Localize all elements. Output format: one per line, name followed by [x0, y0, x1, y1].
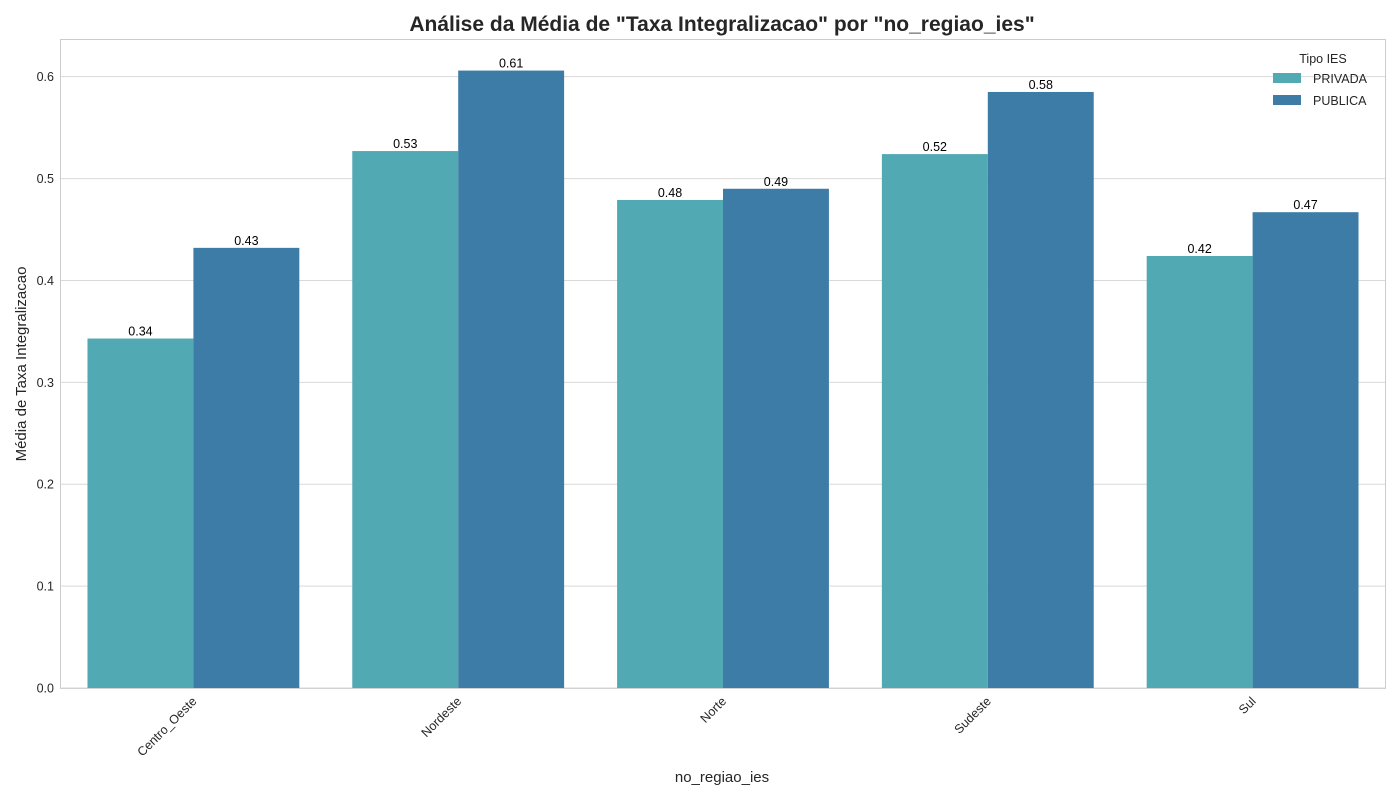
y-tick-label: 0.3 — [37, 376, 54, 390]
y-tick-label: 0.6 — [37, 70, 54, 84]
data-labels: 0.34 0.53 0.48 0.52 0.42 0.43 0.61 0.49 0.58 0.47 — [128, 57, 1317, 339]
data-label: 0.49 — [764, 175, 788, 189]
bar-privada-centro_oeste — [87, 338, 194, 688]
data-label: 0.58 — [1029, 78, 1053, 92]
x-tick-label: Centro_Oeste — [135, 694, 200, 759]
bar-publica-sul — [1252, 212, 1359, 689]
chart-title: Análise da Média de "Taxa Integralizacao… — [409, 13, 1034, 36]
legend-label-privada: PRIVADA — [1313, 72, 1368, 86]
data-label: 0.42 — [1187, 242, 1211, 256]
legend-swatch-publica — [1273, 95, 1301, 105]
x-tick-label: Sul — [1236, 694, 1259, 717]
bar-privada-sudeste — [881, 154, 988, 688]
x-axis-label: no_regiao_ies — [675, 769, 769, 786]
y-tick-label: 0.5 — [37, 172, 54, 186]
x-tick-label: Sudeste — [952, 694, 994, 736]
y-tick-label: 0.1 — [37, 580, 54, 594]
data-label: 0.34 — [128, 325, 152, 339]
data-label: 0.61 — [499, 57, 523, 71]
data-label: 0.48 — [658, 186, 682, 200]
x-tick-label: Nordeste — [419, 694, 465, 740]
legend-swatch-privada — [1273, 73, 1301, 83]
bar-publica-nordeste — [458, 70, 565, 688]
x-tick-label: Norte — [698, 694, 730, 726]
y-tick-label: 0.2 — [37, 478, 54, 492]
y-axis-label: Média de Taxa Integralizacao — [13, 267, 30, 462]
bar-publica-norte — [723, 188, 829, 689]
y-tick-label: 0.0 — [37, 682, 54, 696]
bar-privada-norte — [617, 199, 723, 688]
bars — [87, 70, 1359, 689]
legend-label-publica: PUBLICA — [1313, 94, 1367, 108]
bar-privada-sul — [1146, 256, 1253, 688]
bar-publica-sudeste — [987, 91, 1094, 688]
bar-publica-centro_oeste — [193, 247, 300, 688]
data-label: 0.43 — [234, 234, 258, 248]
data-label: 0.53 — [393, 137, 417, 151]
legend: Tipo IES PRIVADA PUBLICA — [1273, 52, 1368, 108]
bar-privada-nordeste — [352, 151, 459, 688]
data-label: 0.52 — [923, 140, 947, 154]
y-axis-ticks: 0.0 0.1 0.2 0.3 0.4 0.5 0.6 — [37, 70, 54, 695]
data-label: 0.47 — [1293, 198, 1317, 212]
x-axis-ticks: Centro_Oeste Nordeste Norte Sudeste Sul — [135, 694, 1259, 759]
legend-title: Tipo IES — [1299, 52, 1346, 66]
y-tick-label: 0.4 — [37, 274, 54, 288]
